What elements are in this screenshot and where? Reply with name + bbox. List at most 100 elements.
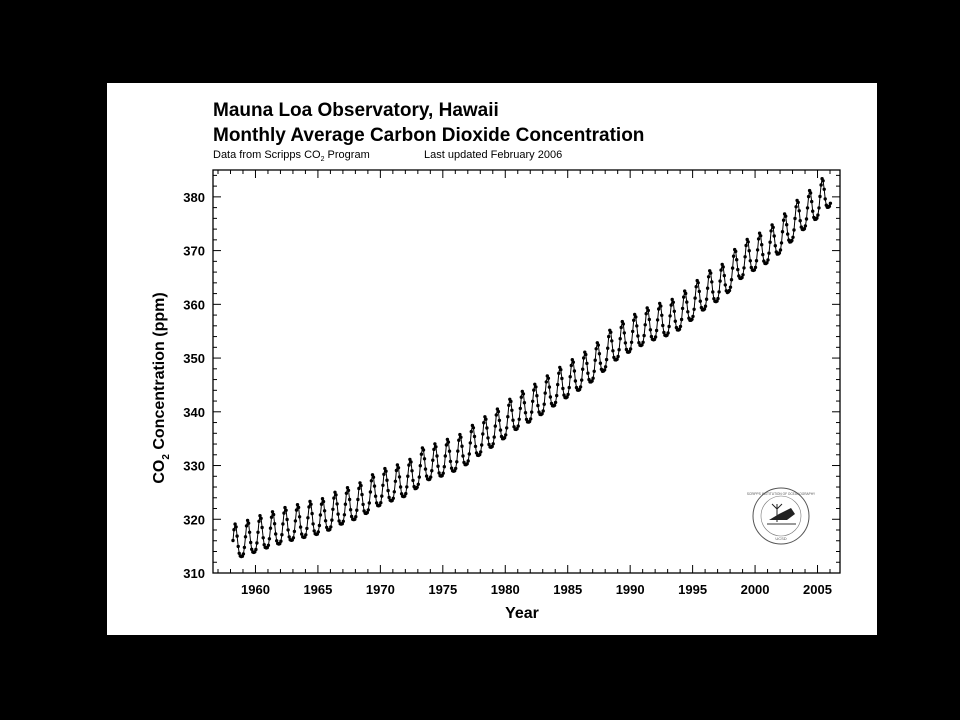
data-point xyxy=(792,228,796,232)
data-point xyxy=(306,516,310,520)
data-point xyxy=(755,248,760,252)
data-point xyxy=(810,199,814,204)
data-point xyxy=(367,501,371,505)
data-point xyxy=(742,266,746,270)
source-note: Data from Scripps CO2 Program xyxy=(213,149,370,164)
data-point xyxy=(578,385,583,389)
data-point xyxy=(611,349,615,353)
data-point xyxy=(773,244,777,248)
data-point xyxy=(667,324,671,329)
data-point xyxy=(559,368,563,372)
data-point xyxy=(540,412,544,416)
y-axis-label: CO2 Concentration (ppm) xyxy=(151,292,172,483)
data-point xyxy=(435,454,439,458)
data-point xyxy=(531,399,535,403)
data-point xyxy=(295,503,300,507)
data-point xyxy=(269,515,274,519)
data-point xyxy=(330,518,334,522)
data-point xyxy=(802,227,807,231)
data-point xyxy=(682,295,686,299)
data-point xyxy=(430,469,434,473)
data-point xyxy=(348,508,353,512)
data-point xyxy=(723,283,727,287)
data-point xyxy=(431,458,435,462)
data-point xyxy=(256,530,260,534)
data-point xyxy=(235,534,239,538)
data-point xyxy=(447,449,452,453)
data-point xyxy=(322,509,327,513)
y-tick-label: 320 xyxy=(183,512,205,527)
data-point xyxy=(590,379,594,383)
data-point xyxy=(743,255,747,259)
data-point xyxy=(266,543,271,547)
data-point xyxy=(692,307,696,311)
data-point xyxy=(759,234,763,238)
data-point xyxy=(603,365,608,369)
x-tick-label: 1985 xyxy=(553,582,582,597)
data-point xyxy=(381,483,385,487)
data-point xyxy=(680,306,685,311)
data-point xyxy=(566,392,570,397)
data-point xyxy=(305,526,309,531)
data-point xyxy=(467,452,471,456)
data-point xyxy=(596,343,600,347)
data-point xyxy=(282,511,286,515)
data-point xyxy=(793,216,797,221)
data-point xyxy=(258,514,262,518)
data-point xyxy=(619,325,623,330)
data-point xyxy=(659,304,663,308)
data-point xyxy=(553,400,558,405)
data-point xyxy=(272,522,277,526)
data-point xyxy=(615,357,619,361)
data-point xyxy=(307,505,311,509)
data-point xyxy=(360,492,364,497)
data-point xyxy=(765,261,769,265)
data-point xyxy=(731,254,736,258)
data-point xyxy=(646,308,650,313)
data-point xyxy=(694,285,698,289)
data-point xyxy=(342,513,347,517)
data-point xyxy=(356,497,360,502)
data-point xyxy=(684,291,688,296)
data-point xyxy=(279,539,283,543)
chart-panel: 1960 1965 1970 1975 1980 1985 1990 1995 2000 2005… xyxy=(107,83,877,635)
data-point xyxy=(242,545,247,550)
data-point xyxy=(717,290,721,294)
data-point xyxy=(485,426,489,430)
data-point xyxy=(441,471,445,475)
data-point xyxy=(756,237,761,241)
data-point xyxy=(803,224,808,228)
data-point xyxy=(642,333,646,338)
data-point xyxy=(710,280,714,284)
data-point xyxy=(459,435,463,439)
data-point xyxy=(786,232,790,236)
data-point xyxy=(573,379,578,383)
data-point xyxy=(734,249,738,254)
y-tick-label: 370 xyxy=(183,244,205,259)
data-point xyxy=(690,317,694,321)
data-point xyxy=(246,521,251,525)
data-point xyxy=(373,494,378,498)
data-point xyxy=(673,319,677,323)
data-point xyxy=(358,481,362,485)
data-point xyxy=(797,209,801,213)
data-point xyxy=(632,318,636,322)
data-point xyxy=(660,313,664,317)
data-point xyxy=(262,543,266,547)
data-point xyxy=(393,479,398,483)
data-point xyxy=(334,493,338,497)
data-point xyxy=(346,488,351,493)
data-point xyxy=(753,265,758,270)
data-point xyxy=(634,315,638,319)
data-point xyxy=(233,522,237,526)
data-point xyxy=(819,183,823,187)
data-point xyxy=(811,209,815,213)
data-point xyxy=(404,491,408,496)
data-point xyxy=(666,331,670,335)
data-point xyxy=(386,488,390,493)
data-point xyxy=(394,468,399,473)
data-point xyxy=(677,327,682,331)
data-point xyxy=(484,417,488,421)
data-point xyxy=(740,275,744,280)
data-point xyxy=(247,530,252,534)
